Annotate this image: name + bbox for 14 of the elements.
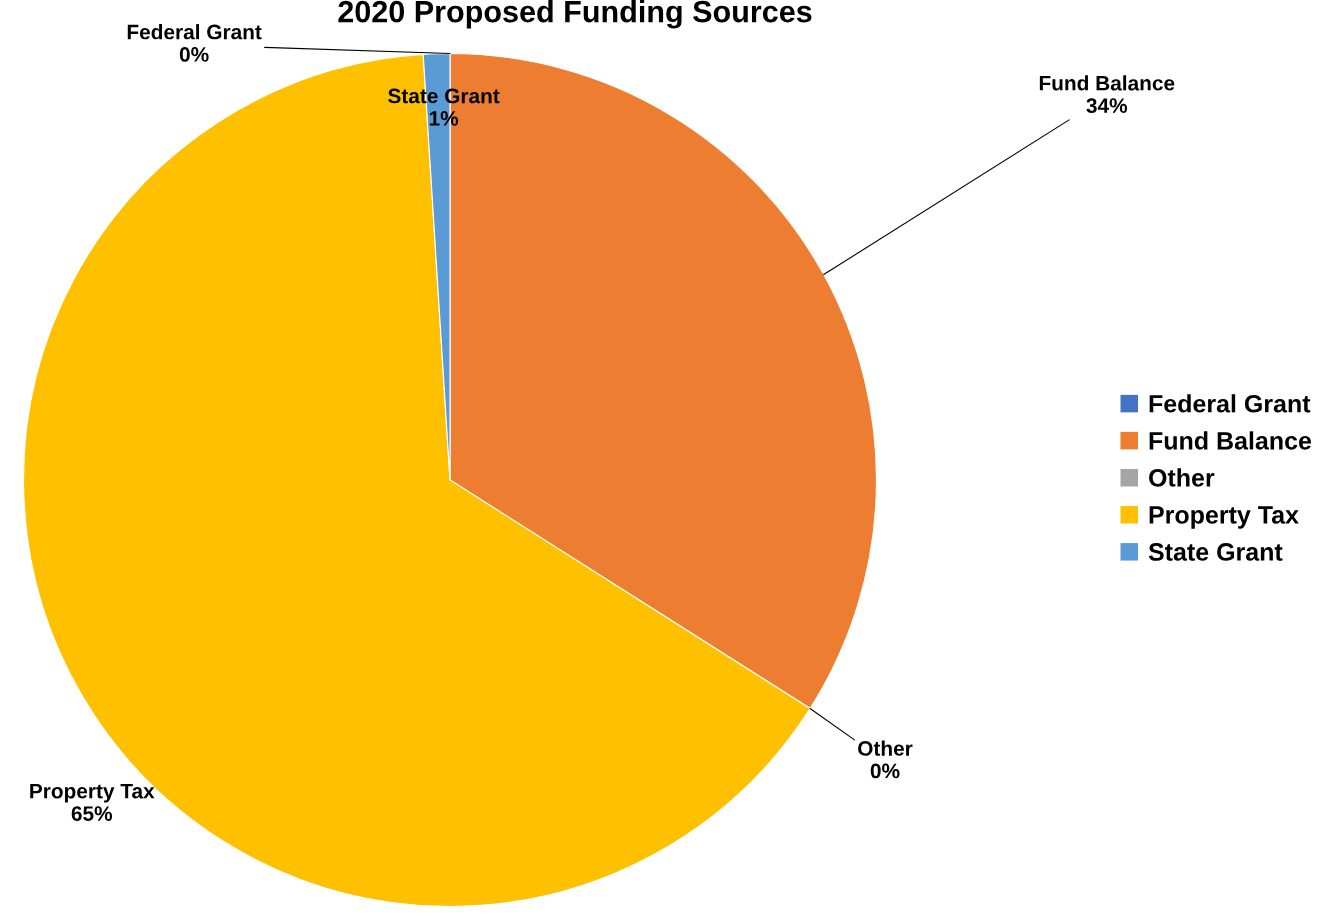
legend-label: Federal Grant	[1149, 394, 1311, 413]
legend-label: Property Tax	[1149, 506, 1299, 529]
text: 0%	[179, 47, 209, 62]
legend-label: Fund Balance	[1149, 431, 1312, 450]
text: 0%	[870, 763, 900, 779]
slice-label: Fund Balance	[1039, 75, 1175, 91]
data-label: 34%	[1086, 98, 1128, 114]
legend-label: State Grant	[1148, 543, 1283, 561]
category-label: Federal Grant	[127, 24, 262, 40]
slice-label: Property Tax	[30, 783, 155, 803]
category-label: Other	[858, 740, 913, 756]
legend-label: Other	[1149, 468, 1215, 487]
chart-title: 2020 Proposed Funding Sources	[338, 0, 812, 29]
data-label: 65%	[71, 806, 113, 821]
